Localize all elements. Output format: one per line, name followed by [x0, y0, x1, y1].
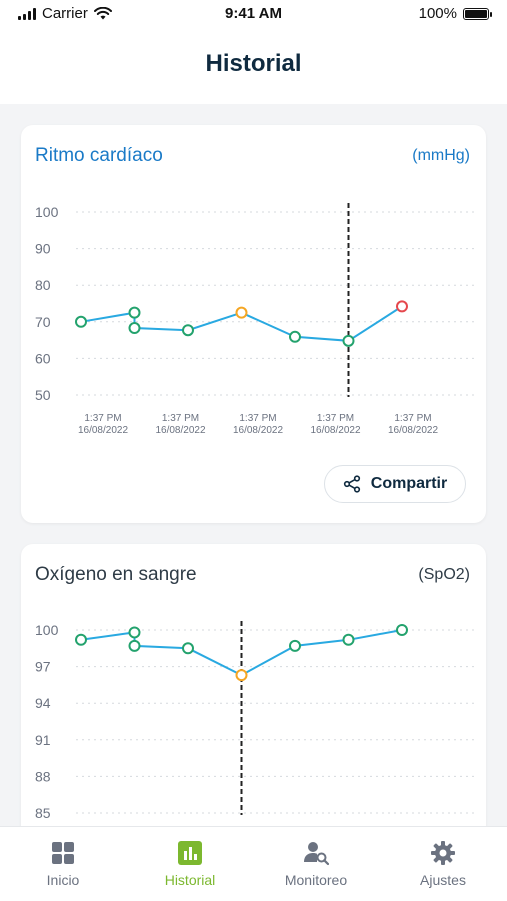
y-tick-label: 97 [35, 659, 51, 675]
tab-bar: Inicio Historial Monitoreo [0, 826, 507, 901]
share-icon [343, 475, 360, 493]
tab-ajustes-label: Ajustes [420, 872, 466, 888]
blood-oxygen-chart: 100 97 94 91 88 85 [35, 621, 476, 821]
bar-chart-icon [178, 841, 202, 865]
status-bar: Carrier 9:41 AM 100% [0, 0, 507, 28]
data-point[interactable] [128, 626, 141, 639]
carrier-label: Carrier [42, 5, 88, 22]
y-tick-label: 100 [35, 204, 59, 220]
data-point[interactable] [396, 624, 408, 636]
x-tick-date: 16/08/2022 [233, 425, 283, 436]
tab-inicio-label: Inicio [46, 872, 80, 888]
y-tick-label: 85 [35, 805, 51, 821]
series-line [80, 629, 403, 677]
tab-monitoreo[interactable]: Monitoreo [253, 827, 379, 901]
battery-label: 100% [418, 5, 457, 22]
y-tick-label: 88 [35, 768, 51, 784]
share-button[interactable]: Compartir [324, 465, 466, 503]
grid-icon [52, 842, 74, 864]
data-point[interactable] [342, 334, 355, 347]
y-tick-label: 94 [35, 695, 51, 711]
data-point[interactable] [342, 633, 355, 646]
x-tick-time: 1:37 PM [162, 413, 199, 424]
data-point[interactable] [75, 633, 87, 646]
x-tick-date: 16/08/2022 [155, 425, 205, 436]
page-header: Historial [0, 28, 507, 104]
y-tick-label: 80 [35, 277, 51, 293]
data-point[interactable] [289, 639, 301, 652]
heart-rate-title: Ritmo cardíaco [35, 145, 163, 166]
y-tick-label: 70 [35, 314, 51, 330]
x-tick-time: 1:37 PM [317, 413, 354, 424]
data-point[interactable] [396, 300, 408, 313]
y-tick-label: 91 [35, 732, 51, 748]
heart-rate-card: Ritmo cardíaco (mmHg) 100 90 80 70 60 50 1:37 … [21, 125, 486, 523]
share-button-label: Compartir [370, 475, 448, 492]
tab-historial[interactable]: Historial [127, 827, 253, 901]
status-right: 100% [418, 5, 492, 22]
battery-icon [463, 7, 492, 20]
status-left: Carrier [18, 5, 112, 22]
heart-rate-unit: (mmHg) [412, 147, 470, 164]
x-tick-time: 1:37 PM [84, 413, 121, 424]
status-time: 9:41 AM [225, 5, 282, 22]
y-tick-label: 50 [35, 387, 51, 403]
user-search-icon [304, 842, 329, 866]
data-point[interactable] [235, 306, 248, 319]
tab-inicio[interactable]: Inicio [0, 827, 126, 901]
y-tick-label: 90 [35, 241, 51, 257]
x-tick-time: 1:37 PM [239, 413, 276, 424]
data-point[interactable] [289, 330, 301, 343]
tab-monitoreo-label: Monitoreo [284, 872, 348, 888]
data-point[interactable] [182, 642, 194, 655]
x-tick-time: 1:37 PM [394, 413, 431, 424]
data-point[interactable] [182, 324, 194, 337]
data-point[interactable] [128, 306, 141, 319]
gear-icon [431, 841, 455, 865]
wifi-icon [93, 7, 112, 20]
blood-oxygen-card: Oxígeno en sangre (SpO2) 100 97 94 91 88 85 [21, 544, 486, 844]
y-tick-label: 100 [35, 622, 59, 638]
signal-icon [18, 7, 36, 20]
blood-oxygen-title: Oxígeno en sangre [35, 564, 197, 585]
x-tick-date: 16/08/2022 [388, 425, 438, 436]
data-point[interactable] [128, 322, 141, 335]
page-title: Historial [205, 50, 302, 77]
data-point[interactable] [235, 669, 248, 682]
tab-ajustes[interactable]: Ajustes [380, 827, 506, 901]
x-tick-date: 16/08/2022 [78, 425, 128, 436]
data-point[interactable] [128, 639, 141, 652]
data-point[interactable] [75, 315, 87, 328]
blood-oxygen-unit: (SpO2) [418, 566, 470, 583]
x-tick-date: 16/08/2022 [310, 425, 360, 436]
tab-historial-label: Historial [164, 872, 216, 888]
y-tick-label: 60 [35, 350, 51, 366]
